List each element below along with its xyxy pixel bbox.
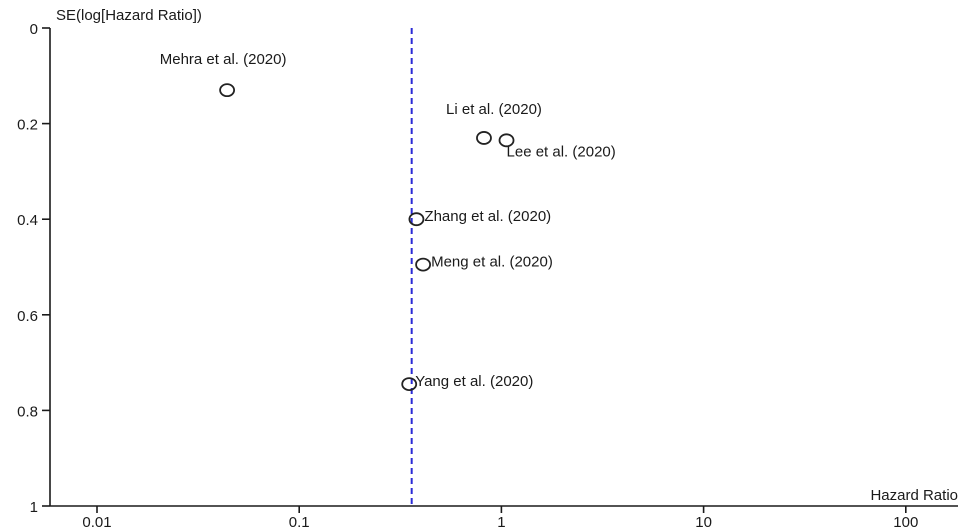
study-point-marker	[401, 377, 418, 392]
y-tick-label: 1	[30, 499, 38, 516]
study-point-label: Meng et al. (2020)	[431, 254, 553, 271]
y-axis-ticks: 0 0.2 0.4 0.6 0.8 1	[17, 21, 50, 516]
y-tick-label: 0.8	[17, 403, 38, 420]
x-axis-label: Hazard Ratio	[870, 487, 958, 504]
y-tick-label: 0.4	[17, 212, 38, 229]
study-point-label: Yang et al. (2020)	[415, 373, 533, 390]
study-point-marker	[219, 83, 236, 98]
study-point-marker	[498, 133, 515, 148]
x-tick-label: 0.01	[82, 514, 111, 531]
study-points: Mehra et al. (2020) Li et al. (2020) Lee e…	[160, 51, 616, 392]
x-tick-label: 100	[893, 514, 918, 531]
y-axis-label: SE(log[Hazard Ratio])	[56, 7, 202, 24]
study-point-label: Mehra et al. (2020)	[160, 51, 287, 68]
study-point-label: Lee et al. (2020)	[507, 143, 616, 160]
x-axis-ticks: 0.01 0.1 1 10 100	[82, 506, 918, 531]
x-tick-label: 10	[695, 514, 712, 531]
y-tick-label: 0.6	[17, 308, 38, 325]
study-point-label: Zhang et al. (2020)	[424, 208, 551, 225]
x-tick-label: 0.1	[289, 514, 310, 531]
study-point-marker	[476, 131, 492, 145]
y-tick-label: 0.2	[17, 117, 38, 134]
study-point-marker	[415, 257, 432, 272]
x-tick-label: 1	[497, 514, 505, 531]
y-tick-label: 0	[30, 21, 38, 38]
study-point-label: Li et al. (2020)	[446, 101, 542, 118]
study-point-marker	[408, 212, 425, 227]
